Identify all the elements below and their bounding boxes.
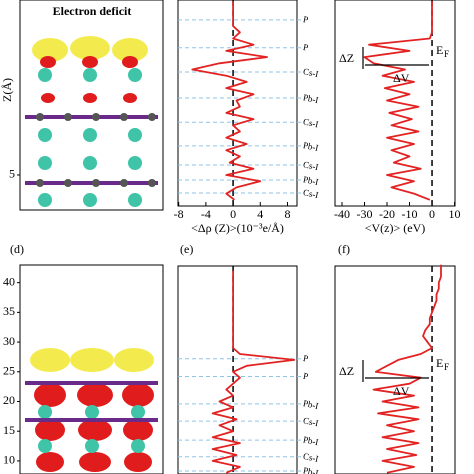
- ef-sub-label: F: [444, 362, 449, 372]
- profile-curve: [191, 1, 269, 201]
- layer-label: P: [302, 371, 309, 382]
- y-tick-label: 30: [3, 334, 15, 348]
- y-tick-label: 15: [3, 423, 15, 437]
- profile-curve: [211, 270, 296, 474]
- layer-label: Cs-I: [302, 116, 319, 129]
- dv-label: ΔV: [393, 71, 410, 85]
- structure-image-top: [19, 0, 164, 211]
- x-tick-label: 8: [284, 207, 290, 221]
- y-tick-label: 10: [3, 453, 15, 467]
- x-tick-label: 4: [257, 207, 263, 221]
- x-tick-label: -10: [402, 207, 418, 221]
- ef-label: E: [436, 356, 443, 370]
- ef-sub-label: F: [444, 49, 449, 59]
- dv-label: ΔV: [393, 384, 410, 398]
- panel-label: (f): [338, 242, 350, 256]
- plot-frame: [177, 0, 298, 207]
- y-tick-label: 40: [3, 274, 15, 288]
- panel-label: (e): [180, 242, 193, 256]
- y-tick-label: 35: [3, 304, 15, 318]
- layer-label: P: [302, 353, 309, 364]
- y-tick-label: 5: [9, 167, 15, 181]
- ef-label: E: [436, 43, 443, 57]
- layer-label: P: [302, 14, 309, 25]
- x-axis-label: <V(z)> (eV): [365, 221, 426, 235]
- panel-title: Electron deficit: [53, 4, 132, 18]
- y-axis-label: Z(Å): [0, 78, 14, 102]
- profile-curve: [363, 1, 433, 201]
- layer-label: Pb-I: [302, 465, 319, 474]
- layer-label: Pb-I: [302, 174, 319, 187]
- x-tick-label: -30: [356, 207, 372, 221]
- x-tick-label: -4: [201, 207, 211, 221]
- layer-label: Pb-I: [302, 92, 319, 105]
- layer-label: Pb-I: [302, 398, 319, 411]
- x-axis-label: <Δρ (Z)>(10⁻³e/Å): [191, 221, 284, 235]
- y-tick-label: 25: [3, 364, 15, 378]
- layer-label: Cs-I: [302, 159, 319, 172]
- x-tick-label: 0: [429, 207, 435, 221]
- x-tick-label: 10: [449, 207, 461, 221]
- x-tick-label: -40: [334, 207, 350, 221]
- layer-label: Cs-I: [302, 66, 319, 79]
- panel-label: (d): [10, 242, 24, 256]
- profile-curve: [372, 264, 442, 474]
- layer-label: Pb-I: [302, 434, 319, 447]
- x-tick-label: 0: [230, 207, 236, 221]
- dz-label: ΔZ: [339, 364, 354, 378]
- x-tick-label: -20: [379, 207, 395, 221]
- y-tick-label: 20: [3, 393, 15, 407]
- plot-frame: [177, 265, 298, 474]
- layer-label: Cs-I: [302, 451, 319, 464]
- layer-label: Cs-I: [302, 415, 319, 428]
- x-tick-label: -8: [174, 207, 184, 221]
- structure-image-bottom: [19, 264, 164, 474]
- dz-label: ΔZ: [339, 51, 354, 65]
- layer-label: P: [302, 42, 309, 53]
- plot-frame: [334, 0, 456, 207]
- layer-label: Pb-I: [302, 140, 319, 153]
- plot-frame: [334, 265, 456, 474]
- layer-label: Cs-I: [302, 187, 319, 200]
